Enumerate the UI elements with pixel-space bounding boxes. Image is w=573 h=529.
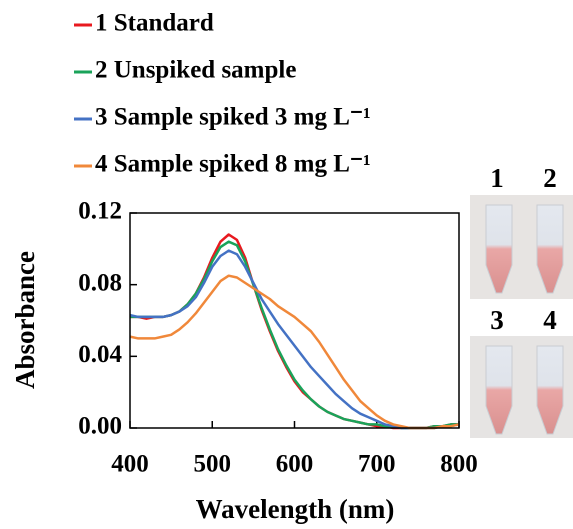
x-tick-label: 500 [194,451,232,478]
legend-label: 2 Unspiked sample [95,57,296,84]
photo-label: 1 [490,163,504,193]
series-line [129,249,460,430]
plot-frame [129,212,460,429]
legend-label: 3 Sample spiked 3 mg L⁻¹ [95,104,371,131]
y-tick-label: 0.08 [78,269,122,296]
legend-label: 1 Standard [95,10,214,37]
tube [485,345,513,435]
legend-label: 4 Sample spiked 8 mg L⁻¹ [95,151,371,178]
x-tick-label: 800 [440,451,478,478]
photo-label: 3 [490,305,504,335]
tube [485,204,513,294]
tube [536,345,564,435]
series-line [130,240,459,430]
y-tick-label: 0.04 [78,341,122,368]
y-tick-label: 0.12 [78,198,122,225]
photo-label: 4 [543,305,557,335]
x-tick-label: 600 [276,451,314,478]
photo-top [470,195,573,299]
y-tick-label: 0.00 [78,413,122,440]
tube [536,204,564,294]
photo-bottom [470,336,573,438]
x-tick-label: 700 [358,451,396,478]
series-line [129,274,460,430]
x-tick-label: 400 [111,451,149,478]
y-axis-label: Absorbance [10,251,40,389]
series-line [130,233,459,430]
x-axis-label: Wavelength (nm) [196,494,395,524]
photo-label: 2 [543,163,557,193]
